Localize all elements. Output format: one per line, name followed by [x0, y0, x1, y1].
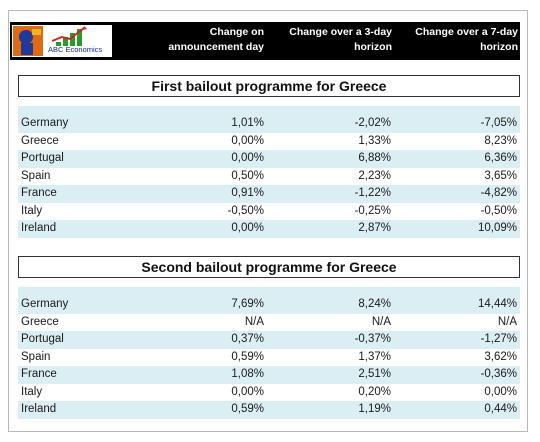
table-row: Spain 0,59% 1,37% 3,62% — [18, 348, 520, 366]
first-bailout-table: Germany 1,01% -2,02% -7,05% Greece 0,00% 1,33%… — [18, 106, 520, 238]
country-cell: Greece — [21, 134, 59, 147]
table-row: France 0,91% -1,22% -4,82% — [18, 185, 520, 203]
value-cell: -1,22% — [354, 187, 391, 199]
country-cell: Ireland — [21, 403, 57, 415]
country-cell: Germany — [21, 298, 69, 310]
value-cell: 0,00% — [484, 385, 517, 398]
table-row: Italy -0,50% -0,25% -0,50% — [18, 202, 520, 220]
country-cell: France — [21, 187, 57, 199]
value-cell: -7,05% — [480, 117, 517, 129]
table-row: France 1,08% 2,51% -0,36% — [18, 366, 520, 384]
country-cell: France — [21, 368, 57, 380]
value-cell: 0,37% — [231, 333, 264, 345]
value-cell: 2,23% — [358, 169, 391, 182]
country-cell: Greece — [21, 315, 59, 328]
country-cell: Italy — [21, 385, 43, 398]
value-cell: -2,02% — [354, 117, 391, 129]
table-row: Spain 0,50% 2,23% 3,65% — [18, 167, 520, 185]
country-cell: Italy — [21, 204, 43, 217]
table-row: Ireland 0,00% 2,87% 10,09% — [18, 220, 520, 238]
value-cell: 2,87% — [358, 222, 391, 234]
value-cell: 10,09% — [477, 222, 517, 234]
abc-economics-logo: ABC Economics — [12, 25, 112, 57]
value-cell: -4,82% — [480, 187, 517, 199]
value-cell: -0,36% — [480, 368, 517, 380]
section-title-first-bailout: First bailout programme for Greece — [18, 75, 520, 97]
value-cell: 0,44% — [484, 403, 517, 415]
table-row: Portugal 0,37% -0,37% -1,27% — [18, 331, 520, 349]
value-cell: 1,33% — [358, 134, 391, 147]
country-cell: Portugal — [21, 152, 64, 164]
country-cell: Germany — [21, 117, 69, 129]
value-cell: 1,37% — [358, 350, 391, 363]
value-cell: 0,91% — [231, 187, 264, 199]
value-cell: 0,00% — [231, 134, 264, 147]
table-row: Germany 1,01% -2,02% -7,05% — [18, 115, 520, 133]
value-cell: 0,20% — [358, 385, 391, 398]
second-bailout-table: Germany 7,69% 8,24% 14,44% Greece N/A N/A N/A Po… — [18, 287, 520, 419]
value-cell: 3,62% — [484, 350, 517, 363]
value-cell: 8,24% — [358, 298, 391, 310]
value-cell: 7,69% — [231, 298, 264, 310]
table-row: Germany 7,69% 8,24% 14,44% — [18, 296, 520, 314]
value-cell: 1,19% — [358, 403, 391, 415]
value-cell: N/A — [497, 315, 517, 328]
section-title-second-bailout: Second bailout programme for Greece — [18, 256, 520, 278]
value-cell: N/A — [371, 315, 391, 328]
value-cell: 0,00% — [231, 385, 264, 398]
table-header: ABC Economics Change on announcement day … — [10, 22, 520, 60]
country-cell: Spain — [21, 169, 51, 182]
logo-text: ABC Economics — [48, 45, 103, 54]
value-cell: -0,50% — [480, 204, 517, 217]
table-row: Greece 0,00% 1,33% 8,23% — [18, 132, 520, 150]
table-row: Italy 0,00% 0,20% 0,00% — [18, 383, 520, 401]
country-cell: Ireland — [21, 222, 57, 234]
logo-graphic-icon — [13, 26, 87, 56]
table-row: Greece N/A N/A N/A — [18, 313, 520, 331]
value-cell: 0,00% — [231, 222, 264, 234]
table-row: Portugal 0,00% 6,88% 6,36% — [18, 150, 520, 168]
value-cell: 14,44% — [477, 298, 517, 310]
table-row: Ireland 0,59% 1,19% 0,44% — [18, 401, 520, 419]
value-cell: 0,59% — [231, 350, 264, 363]
value-cell: 0,50% — [231, 169, 264, 182]
value-cell: -0,37% — [354, 333, 391, 345]
value-cell: -0,50% — [227, 204, 264, 217]
value-cell: 1,08% — [231, 368, 264, 380]
value-cell: 8,23% — [484, 134, 517, 147]
country-cell: Portugal — [21, 333, 64, 345]
value-cell: -0,25% — [354, 204, 391, 217]
value-cell: 3,65% — [484, 169, 517, 182]
header-change-on-announcement-day: Change on announcement day — [168, 26, 264, 53]
header-change-3-day-horizon: Change over a 3-day horizon — [289, 26, 392, 53]
value-cell: 2,51% — [358, 368, 391, 380]
header-change-7-day-horizon: Change over a 7-day horizon — [415, 26, 518, 53]
value-cell: 0,59% — [231, 403, 264, 415]
value-cell: -1,27% — [480, 333, 517, 345]
value-cell: 6,88% — [358, 152, 391, 164]
value-cell: 1,01% — [231, 117, 264, 129]
value-cell: N/A — [244, 315, 264, 328]
value-cell: 6,36% — [484, 152, 517, 164]
value-cell: 0,00% — [231, 152, 264, 164]
country-cell: Spain — [21, 350, 51, 363]
